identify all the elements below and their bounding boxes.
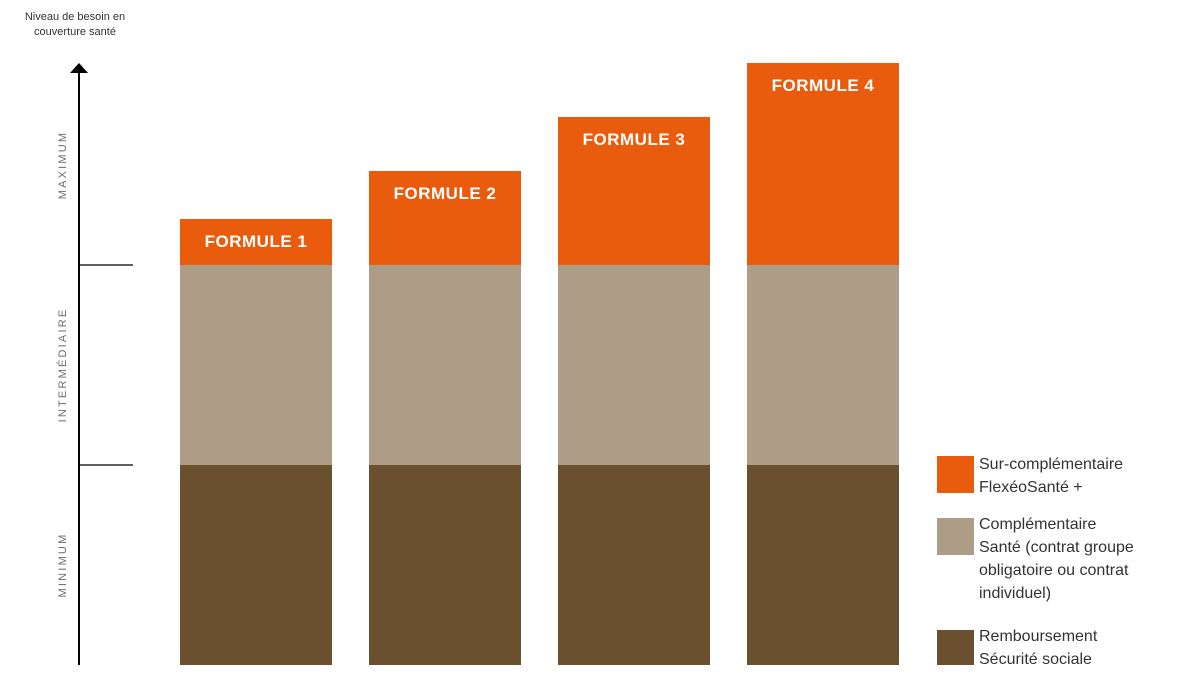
legend-line: Santé (contrat groupe xyxy=(979,539,1134,556)
legend-swatch-brown xyxy=(937,630,974,665)
legend-label-sur-complementaire: Sur-complémentaire FlexéoSanté + xyxy=(979,453,1189,499)
bar-segment-2-2 xyxy=(369,265,521,465)
level-label-maximum: MAXIMUM xyxy=(57,130,69,200)
bar-segment-1-2 xyxy=(180,265,332,465)
bar-label-formule-2: FORMULE 2 xyxy=(394,184,497,203)
legend-line: individuel) xyxy=(979,585,1052,602)
bar-segment-4-2 xyxy=(747,265,899,465)
bar-segment-3-3 xyxy=(558,117,710,265)
y-axis-title: Niveau de besoin en couverture santé xyxy=(0,10,150,40)
bar-segment-4-1 xyxy=(747,465,899,665)
level-label-minimum: MINIMUM xyxy=(57,532,69,598)
legend-line: obligatoire ou contrat xyxy=(979,562,1129,579)
bar-label-formule-4: FORMULE 4 xyxy=(772,76,875,95)
legend-label-securite-sociale: Remboursement Sécurité sociale xyxy=(979,625,1189,665)
legend-line: Complémentaire xyxy=(979,516,1097,533)
bar-segment-3-1 xyxy=(558,465,710,665)
bar-segment-1-3 xyxy=(180,219,332,265)
y-axis-title-line-2: couverture santé xyxy=(34,26,116,38)
legend-line: Sur-complémentaire xyxy=(979,456,1124,473)
bar-segment-4-3 xyxy=(747,63,899,265)
bar-segment-2-3 xyxy=(369,171,521,265)
bar-segment-2-1 xyxy=(369,465,521,665)
y-axis-arrow-icon xyxy=(70,63,88,73)
legend-line: Sécurité sociale xyxy=(979,651,1092,665)
y-axis-title-line-1: Niveau de besoin en xyxy=(24,11,126,23)
legend-swatch-beige xyxy=(937,518,974,555)
bar-label-formule-1: FORMULE 1 xyxy=(205,232,308,251)
legend-label-complementaire: Complémentaire Santé (contrat groupe obl… xyxy=(979,513,1189,605)
bar-segment-3-2 xyxy=(558,265,710,465)
bar-label-formule-3: FORMULE 3 xyxy=(583,130,686,149)
level-label-intermédiaire: INTERMÉDIAIRE xyxy=(57,307,69,423)
legend-swatch-orange xyxy=(937,456,974,493)
legend-line: Remboursement xyxy=(979,628,1098,645)
legend: Sur-complémentaire FlexéoSanté + Complém… xyxy=(937,0,1199,665)
bar-segment-1-1 xyxy=(180,465,332,665)
legend-line: FlexéoSanté + xyxy=(979,479,1083,496)
